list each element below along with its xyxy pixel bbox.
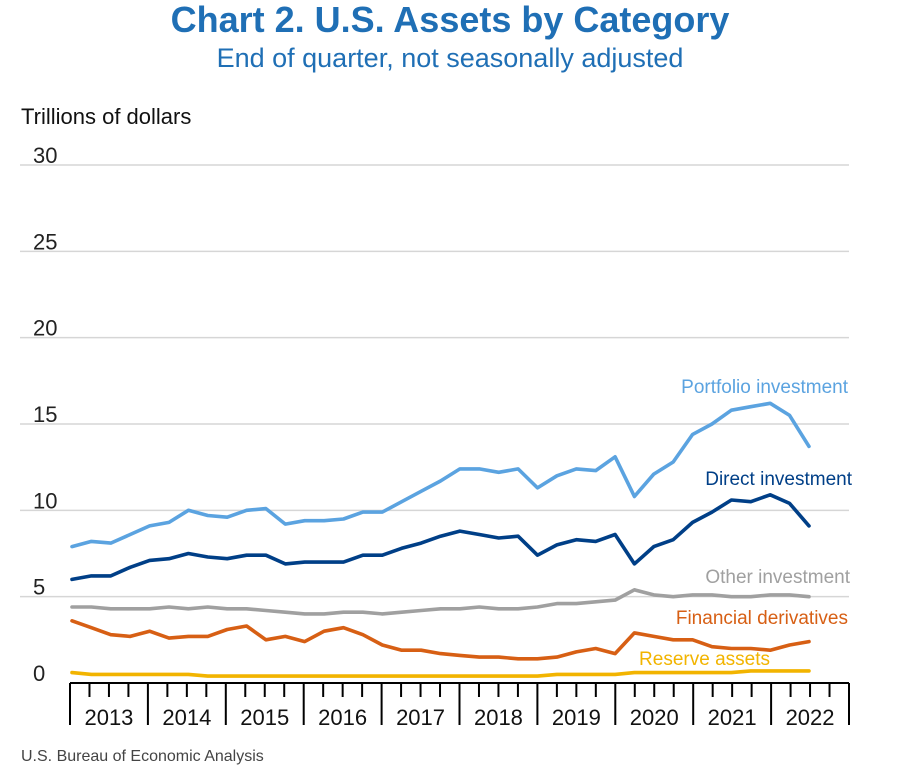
x-axis: 2013 2014 2015 2016 2017 2018 2019 2020 2021 2022 [69, 682, 850, 730]
x-tick-label-2016: 2016 [318, 705, 367, 730]
series-label-direct-investment: Direct investment [705, 469, 852, 490]
x-tick-label-2015: 2015 [240, 705, 289, 730]
series-labels: Portfolio investment Direct investment Oth… [639, 377, 853, 670]
y-axis-units-label: Trillions of dollars [21, 104, 192, 129]
series-line-direct-investment [70, 492, 811, 582]
series-label-reserve-assets: Reserve assets [639, 649, 770, 670]
x-tick-label-2018: 2018 [474, 705, 523, 730]
y-tick-label-0: 0 [33, 661, 45, 686]
series-lines [70, 401, 811, 678]
x-tick-label-2022: 2022 [786, 705, 835, 730]
series-line-other-investment [70, 587, 811, 616]
x-tick-label-2017: 2017 [396, 705, 445, 730]
y-tick-label-15: 15 [33, 402, 57, 427]
y-tick-label-25: 25 [33, 229, 57, 254]
chart-title: Chart 2. U.S. Assets by Category [170, 0, 730, 40]
x-tick-label-2021: 2021 [708, 705, 757, 730]
y-tick-label-10: 10 [33, 488, 57, 513]
y-tick-label-5: 5 [33, 575, 45, 600]
x-tick-label-2019: 2019 [552, 705, 601, 730]
series-label-other-investment: Other investment [705, 567, 850, 588]
x-tick-label-2020: 2020 [630, 705, 679, 730]
y-axis-tick-labels: 0 5 10 15 20 25 30 [33, 143, 57, 686]
source-note: U.S. Bureau of Economic Analysis [21, 748, 264, 765]
chart-subtitle: End of quarter, not seasonally adjusted [216, 43, 684, 73]
series-label-portfolio-investment: Portfolio investment [681, 377, 849, 398]
y-tick-label-30: 30 [33, 143, 57, 168]
x-tick-label-2013: 2013 [84, 705, 133, 730]
x-tick-label-2014: 2014 [162, 705, 211, 730]
series-line-financial-derivatives [70, 618, 811, 661]
y-tick-label-20: 20 [33, 316, 57, 341]
series-label-financial-derivatives: Financial derivatives [676, 608, 848, 629]
series-line-reserve-assets [70, 669, 811, 678]
series-line-portfolio-investment [70, 401, 811, 549]
